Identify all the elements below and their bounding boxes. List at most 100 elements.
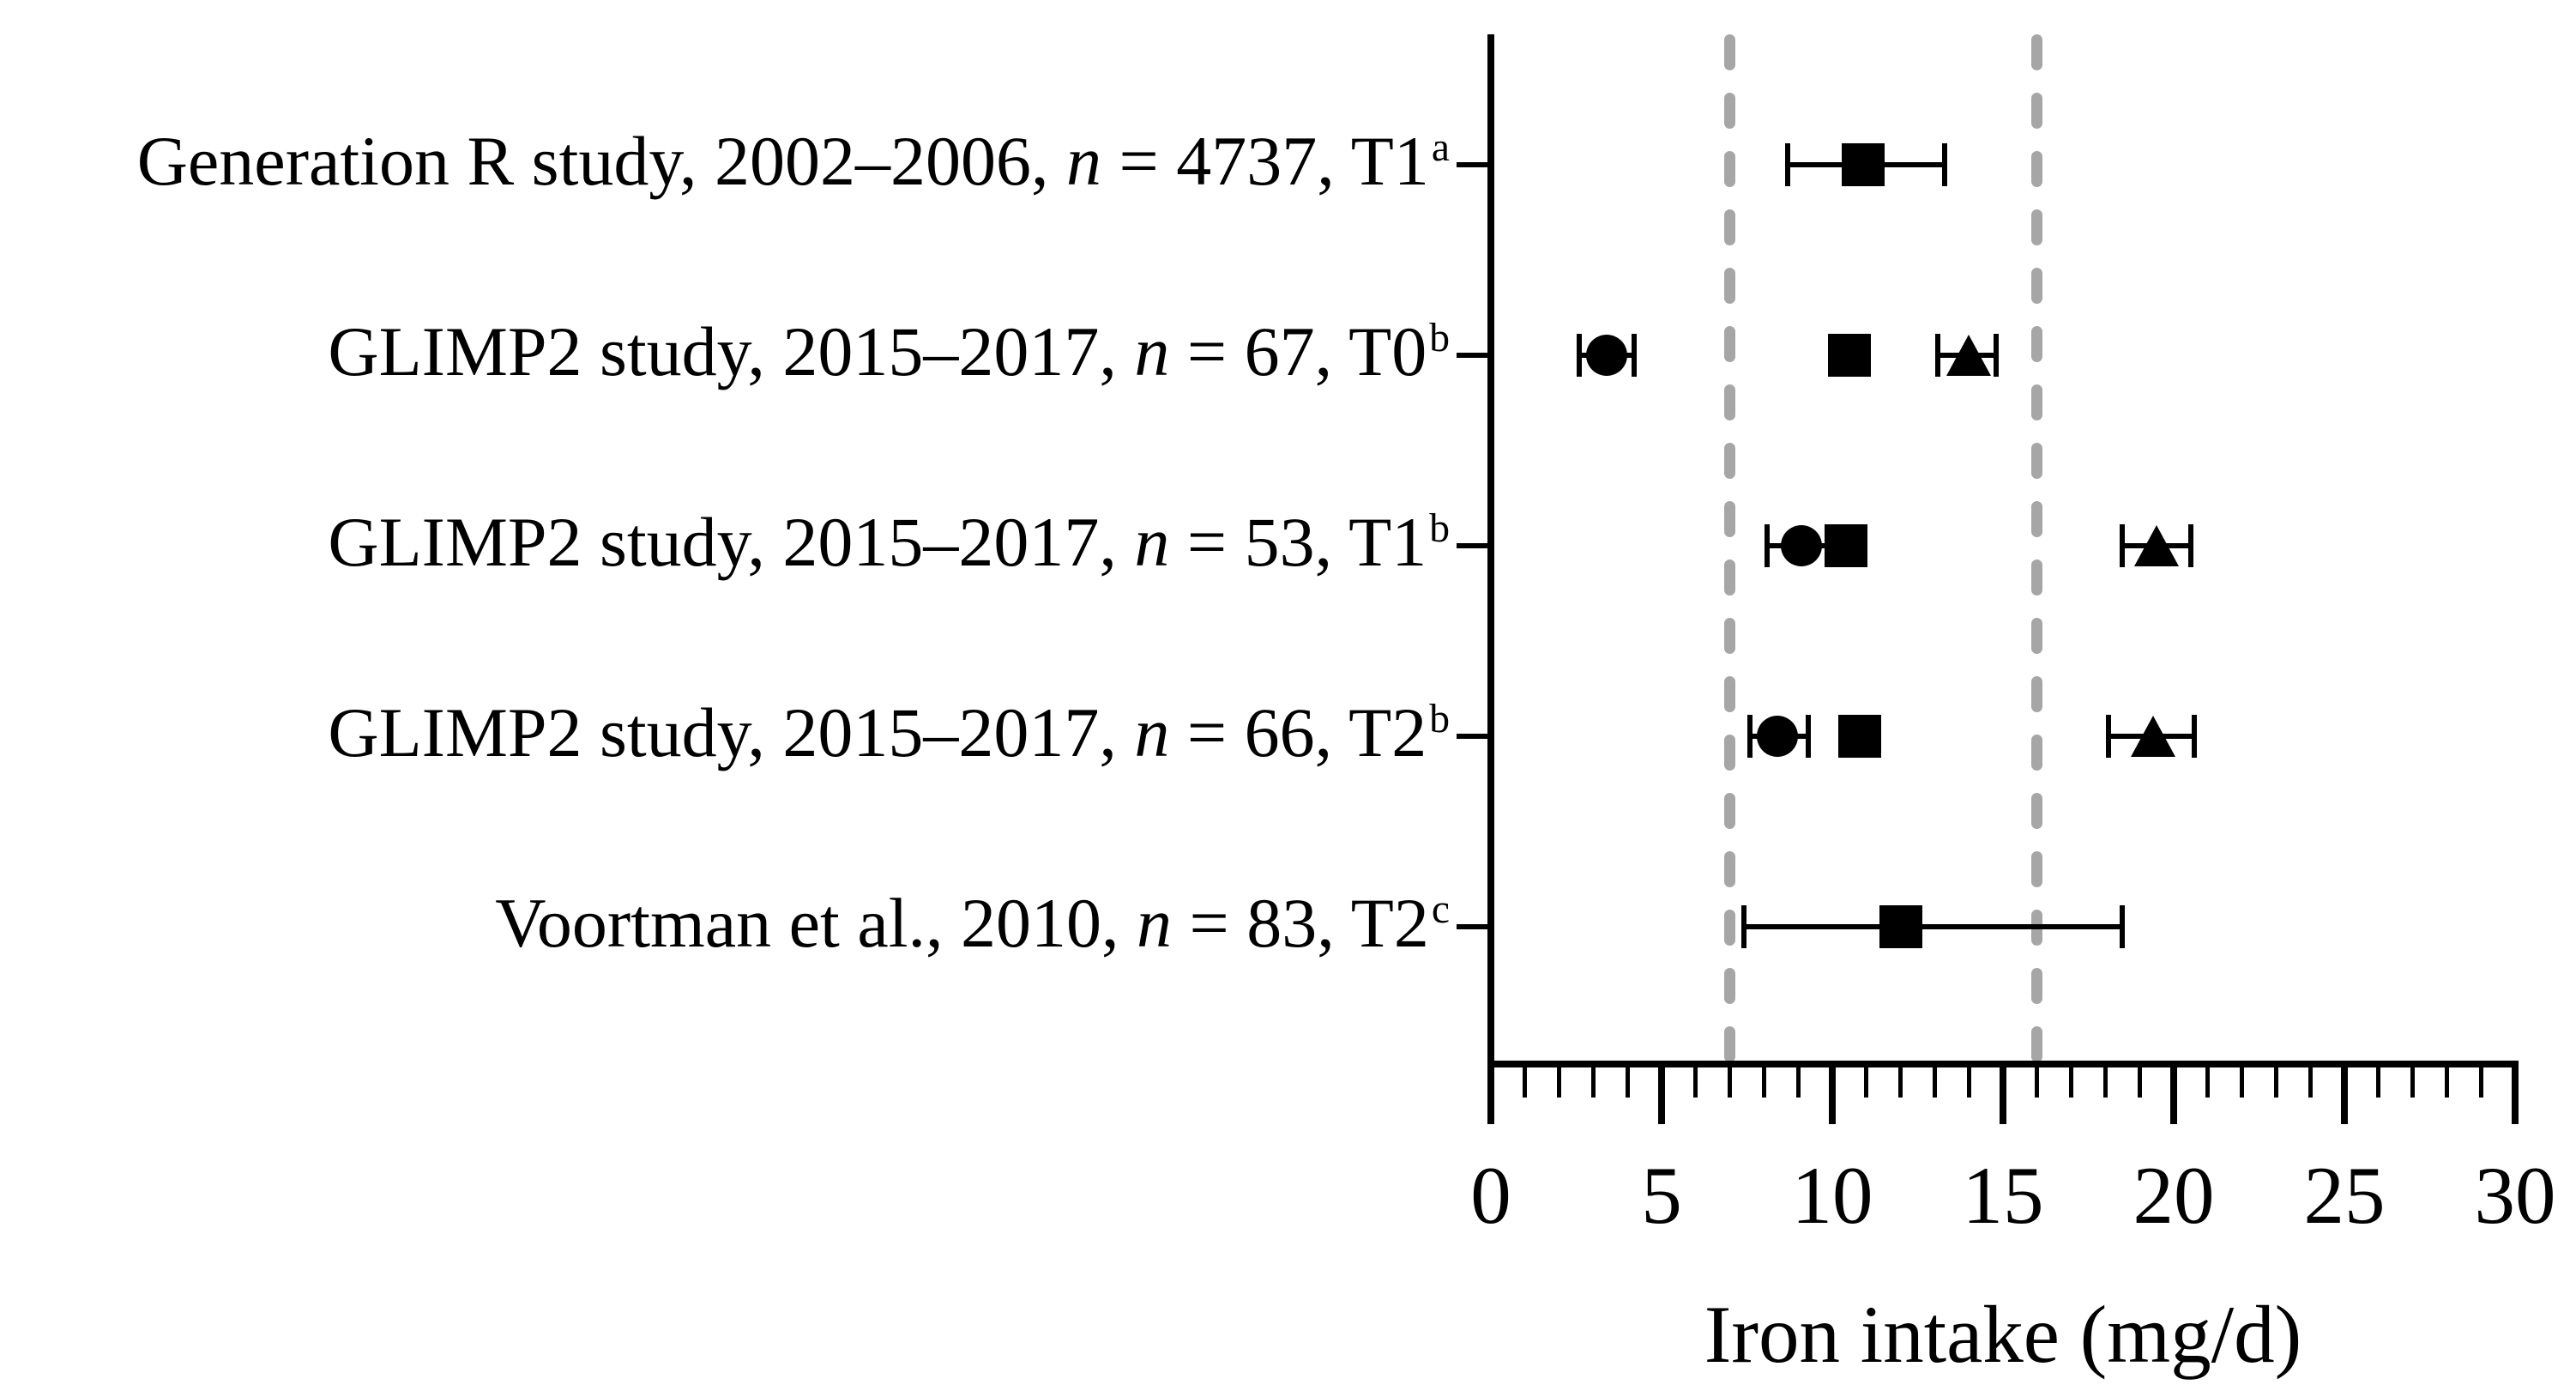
x-minor-tick [1761, 1067, 1766, 1098]
x-minor-tick [2376, 1067, 2381, 1098]
reference-line-dash [2031, 793, 2043, 829]
study-label-text: Generation R study, 2002–2006, [136, 122, 1067, 201]
study-label-superscript: a [1431, 124, 1450, 170]
data-point-square [1827, 334, 1871, 377]
study-label-text: = 53, T1 [1169, 503, 1427, 582]
x-tick-label: 0 [1470, 1150, 1511, 1241]
reference-line-dash [1724, 735, 1736, 771]
study-label-text: = 66, T2 [1169, 693, 1427, 772]
study-label-n-symbol: n [1066, 122, 1102, 201]
data-point-triangle [2131, 716, 2176, 757]
x-minor-tick [2273, 1067, 2278, 1098]
data-point-square [1824, 524, 1867, 567]
error-bar-cap-right [1806, 715, 1812, 758]
error-bar-cap-left [1740, 905, 1746, 948]
x-tick-label: 5 [1641, 1150, 1682, 1241]
y-row-tick [1457, 353, 1491, 358]
reference-line-dash [1724, 968, 1736, 1004]
x-minor-tick [1795, 1067, 1801, 1098]
x-minor-tick [1898, 1067, 1903, 1098]
study-label-superscript: b [1429, 696, 1450, 741]
study-label: GLIMP2 study, 2015–2017, n = 53, T1b [328, 502, 1450, 583]
x-tick-label: 30 [2474, 1150, 2556, 1241]
x-minor-tick [1557, 1067, 1562, 1098]
study-label-superscript: b [1429, 315, 1450, 360]
error-bar-cap-right [1632, 334, 1638, 377]
x-major-tick [2000, 1067, 2006, 1124]
x-major-tick [1658, 1067, 1665, 1124]
reference-line-dash [1724, 1026, 1736, 1062]
x-minor-tick [2308, 1067, 2313, 1098]
reference-line-dash [2031, 34, 2043, 70]
y-axis-line [1487, 34, 1494, 1064]
reference-line-dash [1724, 910, 1736, 946]
reference-line-dash [1724, 793, 1736, 829]
y-row-tick [1457, 734, 1491, 739]
data-point-circle [1781, 525, 1823, 566]
study-label-text: GLIMP2 study, 2015–2017, [328, 312, 1135, 391]
reference-line-dash [2031, 268, 2043, 304]
reference-line-dash [1724, 851, 1736, 887]
x-minor-tick [1864, 1067, 1869, 1098]
x-tick-label: 20 [2133, 1150, 2215, 1241]
reference-line-dash [2031, 851, 2043, 887]
x-minor-tick [2205, 1067, 2211, 1098]
study-label-text: GLIMP2 study, 2015–2017, [328, 503, 1135, 582]
x-minor-tick [1932, 1067, 1937, 1098]
reference-line-dash [1724, 618, 1736, 654]
x-minor-tick [2478, 1067, 2483, 1098]
study-label-text: = 67, T0 [1169, 312, 1427, 391]
study-label-text: = 4737, T1 [1101, 122, 1429, 201]
study-label-n-symbol: n [1134, 693, 1170, 772]
error-bar-cap-left [1747, 715, 1753, 758]
x-minor-tick [1625, 1067, 1630, 1098]
x-minor-tick [1728, 1067, 1733, 1098]
data-point-circle [1586, 335, 1628, 376]
reference-line-dash [1724, 384, 1736, 420]
error-bar-cap-right [1942, 143, 1948, 186]
reference-line-dash [2031, 968, 2043, 1004]
x-minor-tick [2240, 1067, 2245, 1098]
error-bar-cap-left [1785, 143, 1791, 186]
study-label-text: GLIMP2 study, 2015–2017, [328, 693, 1135, 772]
error-bar-cap-right [1994, 334, 2000, 377]
x-minor-tick [2035, 1067, 2040, 1098]
reference-line-dash [1724, 676, 1736, 712]
study-label-text: Voortman et al., 2010, [495, 884, 1137, 963]
error-bar-cap-right [2120, 905, 2126, 948]
data-point-circle [1757, 716, 1799, 757]
error-bar-cap-left [1935, 334, 1941, 377]
data-point-square [1841, 143, 1885, 186]
data-point-square [1837, 715, 1881, 758]
reference-line-dash [2031, 151, 2043, 187]
study-label-text: = 83, T2 [1172, 884, 1429, 963]
x-tick-label: 15 [1962, 1150, 2044, 1241]
x-major-tick [1829, 1067, 1836, 1124]
x-minor-tick [2137, 1067, 2142, 1098]
study-label-superscript: b [1429, 505, 1450, 551]
study-label-n-symbol: n [1137, 884, 1173, 963]
reference-line-dash [1724, 443, 1736, 479]
reference-line-dash [1724, 209, 1736, 245]
error-bar-cap-right [2191, 715, 2197, 758]
study-label-superscript: c [1431, 886, 1450, 932]
reference-line-dash [2031, 501, 2043, 537]
x-major-tick [2512, 1067, 2519, 1124]
reference-line-dash [2031, 93, 2043, 129]
y-row-tick [1457, 543, 1491, 548]
reference-line-dash [1724, 93, 1736, 129]
study-label-n-symbol: n [1134, 312, 1170, 391]
error-bar-cap-left [1577, 334, 1583, 377]
reference-line-dash [2031, 209, 2043, 245]
study-label-n-symbol: n [1134, 503, 1170, 582]
reference-line-dash [2031, 559, 2043, 596]
x-axis-line [1487, 1061, 2519, 1067]
error-bar-cap-left [1765, 524, 1771, 567]
reference-line-dash [1724, 151, 1736, 187]
x-tick-label: 10 [1791, 1150, 1873, 1241]
study-label: Generation R study, 2002–2006, n = 4737,… [137, 121, 1450, 202]
x-major-tick [2341, 1067, 2348, 1124]
reference-line-dash [2031, 735, 2043, 771]
data-point-triangle [2134, 525, 2180, 566]
x-minor-tick [1693, 1067, 1698, 1098]
